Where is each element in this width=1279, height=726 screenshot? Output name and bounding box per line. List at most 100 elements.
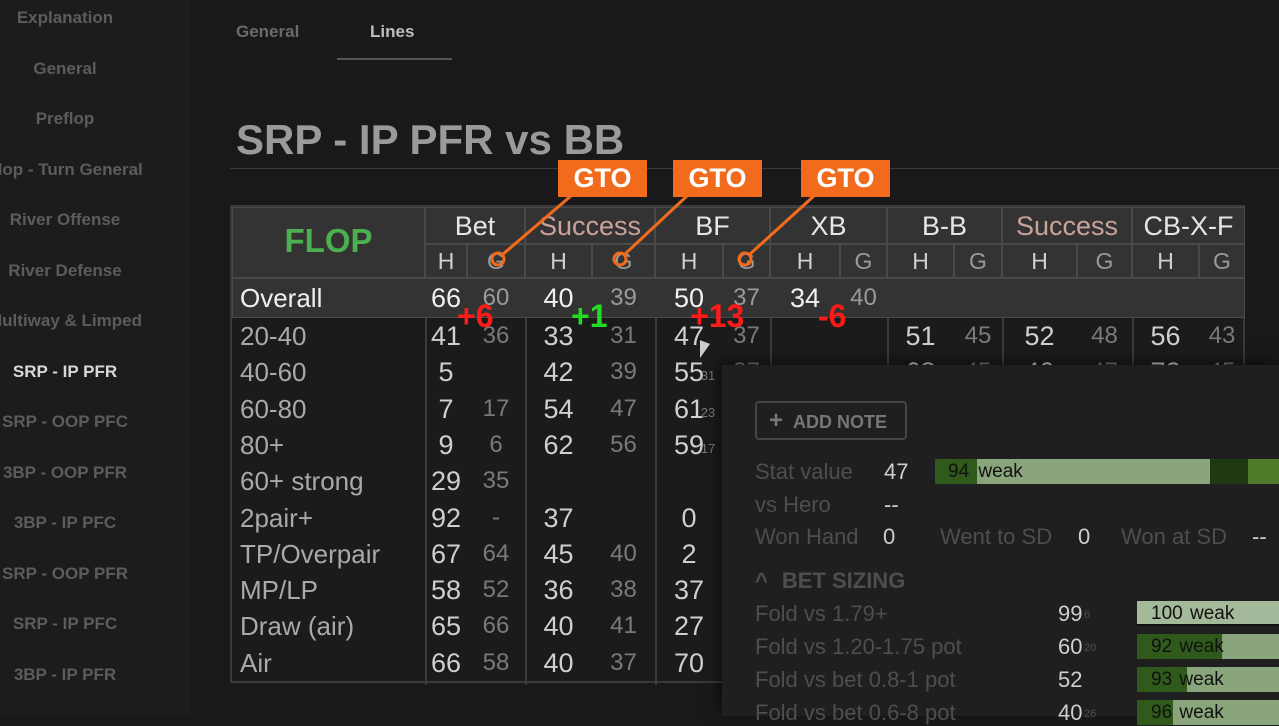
table-cell: 55 bbox=[673, 357, 705, 388]
table-cell: - bbox=[492, 503, 500, 531]
sidebar-item[interactable]: SRP - OOP PFR bbox=[2, 563, 128, 583]
table-cell: 64 bbox=[482, 539, 510, 567]
table-cell: 61 bbox=[673, 393, 705, 424]
active-tab-indicator bbox=[337, 58, 452, 60]
row-label: 20-40 bbox=[240, 321, 307, 351]
column-group-header: CB-X-F bbox=[1132, 207, 1245, 244]
sizing-text: weak bbox=[1179, 636, 1224, 657]
table-cell: 67 bbox=[430, 538, 462, 569]
table-cell: 42 bbox=[543, 357, 574, 388]
sidebar-item[interactable]: SRP - IP PFR bbox=[12, 361, 118, 381]
plus-icon: + bbox=[769, 407, 784, 434]
table-cell: 34 bbox=[789, 283, 821, 313]
sidebar-item[interactable]: 3BP - IP PFC bbox=[13, 513, 117, 532]
table-cell: 33 bbox=[543, 321, 574, 351]
went-sd-label: Went to SD bbox=[940, 524, 1053, 549]
sidebar-item[interactable]: Multiway & Limped bbox=[0, 311, 142, 330]
bet-sizing-label: BET SIZING bbox=[781, 568, 906, 593]
sub-header-h: H bbox=[525, 244, 592, 278]
sidebar-item[interactable]: SRP - IP PFC bbox=[12, 614, 118, 633]
delta-bet: +6 bbox=[457, 298, 494, 334]
sidebar-item[interactable]: 3BP - IP PFR bbox=[13, 664, 117, 684]
sidebar-item[interactable]: River Offense bbox=[9, 210, 121, 229]
table-cell: 39 bbox=[610, 358, 637, 386]
sidebar-item[interactable]: SRP - OOP PFC bbox=[2, 412, 128, 431]
sub-header-g: G bbox=[467, 244, 525, 278]
sidebar-item[interactable]: Preflop bbox=[35, 109, 95, 128]
table-cell: 52 bbox=[1024, 321, 1055, 351]
delta-success: +1 bbox=[571, 298, 608, 334]
table-cell: 31 bbox=[610, 322, 637, 349]
table-cell: 36 bbox=[482, 322, 510, 349]
table-cell: 29 bbox=[430, 466, 462, 497]
sizing-score: 96 bbox=[1151, 702, 1173, 723]
table-cell: 2 bbox=[681, 538, 697, 569]
bet-sizing-toggle[interactable]: ^ BET SIZING bbox=[755, 568, 905, 594]
chevron-up-icon: ^ bbox=[755, 568, 768, 593]
row-label: 60-80 bbox=[240, 393, 307, 424]
tab-lines[interactable]: Lines bbox=[370, 22, 415, 41]
won-sd-value: -- bbox=[1252, 524, 1267, 549]
sub-header-h: H bbox=[1132, 244, 1199, 278]
table-cell: 39 bbox=[610, 284, 637, 311]
page-title: SRP - IP PFR vs BB bbox=[236, 116, 625, 163]
tab-general[interactable]: General bbox=[236, 22, 300, 41]
sidebar-item[interactable]: River Defense bbox=[8, 260, 122, 280]
sizing-score: 93 bbox=[1151, 669, 1173, 690]
sizing-label: Fold vs bet 0.8-1 pot bbox=[755, 667, 956, 692]
sizing-label: Fold vs 1.79+ bbox=[755, 601, 888, 626]
sizing-sample: 20 bbox=[1084, 642, 1097, 654]
sub-header-g: G bbox=[1077, 244, 1132, 278]
table-cell: 41 bbox=[610, 612, 637, 640]
gto-badge: GTO bbox=[558, 160, 647, 197]
table-cell: 6 bbox=[489, 430, 503, 458]
table-cell: 37 bbox=[733, 284, 760, 311]
won-hand-label: Won Hand bbox=[755, 524, 859, 549]
add-note-button[interactable]: + ADD NOTE bbox=[755, 401, 907, 440]
table-cell: 66 bbox=[482, 612, 510, 640]
table-cell: 40 bbox=[543, 647, 574, 678]
sidebar-item[interactable]: General bbox=[33, 58, 97, 78]
sub-header-h: H bbox=[425, 244, 467, 278]
stat-value-label: Stat value bbox=[755, 459, 853, 484]
row-label: TP/Overpair bbox=[240, 538, 381, 569]
won-hand-value: 0 bbox=[883, 524, 896, 549]
table-cell: 47 bbox=[673, 321, 705, 351]
sidebar-item[interactable]: 3BP - OOP PFR bbox=[2, 462, 128, 482]
table-cell: 45 bbox=[543, 538, 574, 569]
table-cell: 54 bbox=[543, 393, 574, 424]
table-cell: 43 bbox=[1208, 322, 1236, 349]
table-cell: 40 bbox=[850, 284, 877, 311]
went-sd-value: 0 bbox=[1078, 524, 1091, 549]
table-cell: 47 bbox=[610, 394, 637, 422]
sizing-score: 100 bbox=[1151, 603, 1183, 624]
sub-header-g: G bbox=[840, 244, 887, 278]
row-label: Overall bbox=[240, 283, 323, 313]
table-cell: 58 bbox=[482, 648, 510, 676]
delta-xb: -6 bbox=[818, 298, 847, 334]
bf-small-sample: 17 bbox=[700, 440, 716, 456]
overall-row-bg bbox=[232, 278, 1245, 318]
table-cell: 37 bbox=[673, 575, 705, 606]
gto-badge: GTO bbox=[673, 160, 762, 197]
table-cell: 65 bbox=[430, 611, 462, 642]
table-cell: 40 bbox=[610, 539, 637, 567]
sidebar-item[interactable]: Flop - Turn General bbox=[0, 159, 143, 179]
table-cell: 92 bbox=[430, 502, 462, 533]
table-cell: 17 bbox=[482, 394, 510, 422]
sidebar-item[interactable]: Explanation bbox=[16, 8, 114, 27]
table-cell: 66 bbox=[430, 283, 462, 313]
table-cell: 58 bbox=[430, 575, 462, 606]
row-label: MP/LP bbox=[240, 575, 319, 606]
column-group-header: Success bbox=[525, 207, 655, 244]
table-cell: 62 bbox=[543, 429, 574, 460]
stat-popup: + ADD NOTE Stat value 47 94 weak vs Hero … bbox=[722, 365, 1279, 725]
sizing-text: weak bbox=[1189, 603, 1235, 624]
sizing-value: 99 bbox=[1058, 601, 1083, 626]
column-group-header: Success bbox=[1002, 207, 1132, 244]
gto-badge: GTO bbox=[801, 160, 890, 197]
column-divider bbox=[525, 318, 527, 685]
bf-small-sample: 23 bbox=[700, 404, 716, 420]
table-cell: 9 bbox=[438, 429, 454, 460]
table-cell: 40 bbox=[543, 283, 574, 313]
